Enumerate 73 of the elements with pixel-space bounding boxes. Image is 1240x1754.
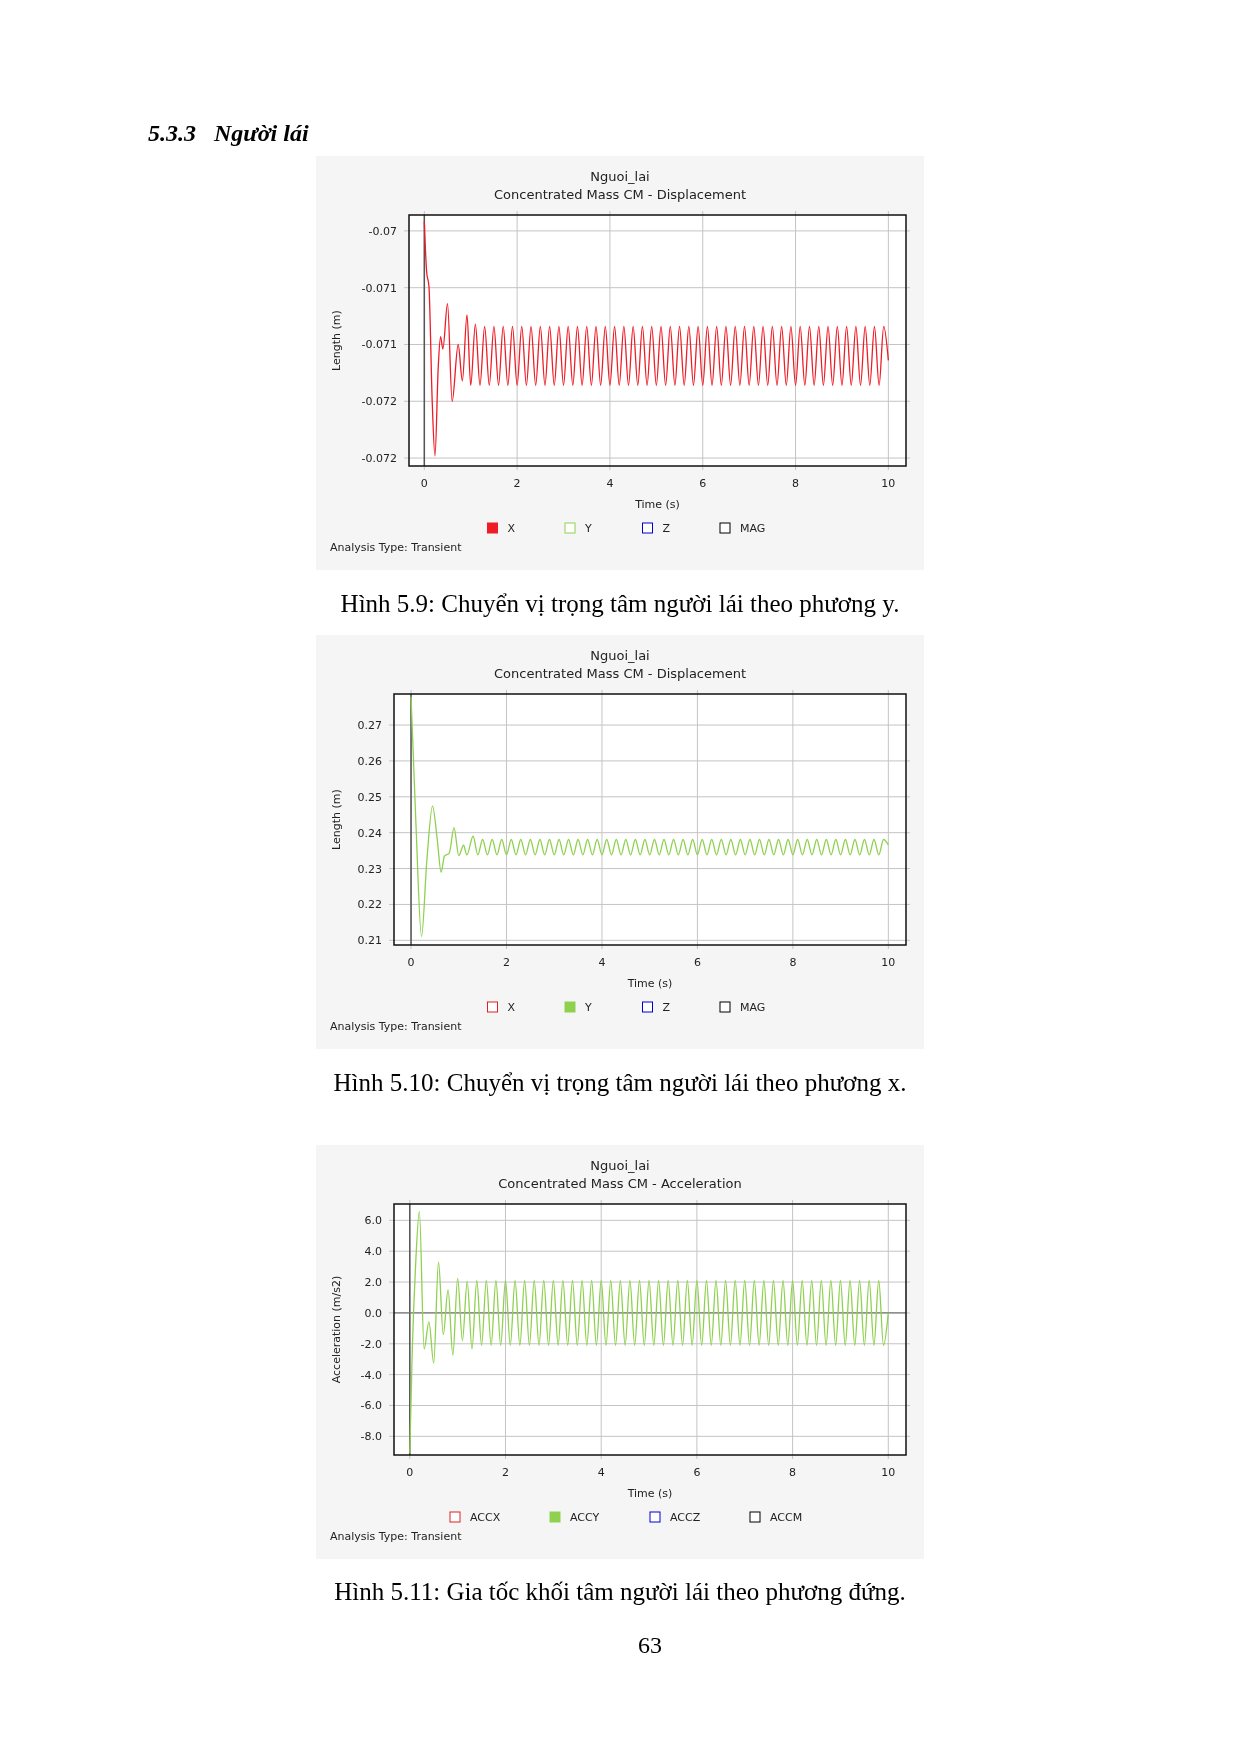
chart-title: Nguoi_lai xyxy=(590,648,650,663)
y-axis-title: Acceleration (m/s2) xyxy=(330,1275,343,1384)
y-tick-label: -0.072 xyxy=(361,395,397,409)
x-tick-label: 8 xyxy=(792,477,800,490)
line-series xyxy=(409,1210,889,1454)
x-tick-label: 8 xyxy=(789,1466,797,1479)
legend-label: MAG xyxy=(740,522,766,535)
y-axis-title: Length (m) xyxy=(330,789,343,850)
legend-label: ACCM xyxy=(770,1511,803,1524)
y-tick-label: 0.23 xyxy=(357,862,382,876)
y-tick-label: 0.21 xyxy=(357,934,382,948)
x-tick-label: 2 xyxy=(503,956,510,969)
y-tick-label: 0.22 xyxy=(357,898,382,912)
y-tick-label: 2.0 xyxy=(364,1276,382,1290)
y-tick-label: 0.0 xyxy=(364,1306,382,1320)
legend-label: Z xyxy=(662,1001,671,1014)
legend-label: ACCY xyxy=(570,1511,600,1524)
text: Hình 5.10: Chuyển vị trọng tâm người lái theo phương x. xyxy=(333,1069,907,1096)
legend-label: Y xyxy=(584,522,592,535)
x-tick-label: 4 xyxy=(606,477,614,490)
y-tick-label: 6.0 xyxy=(364,1214,382,1228)
chart-subtitle: Concentrated Mass CM - Acceleration xyxy=(498,1176,742,1191)
legend-label: MAG xyxy=(740,1001,766,1014)
chart-title: Nguoi_lai xyxy=(590,1158,650,1173)
line-series xyxy=(423,221,890,457)
x-tick-label: 6 xyxy=(693,956,701,969)
text: 63 xyxy=(638,1632,662,1658)
legend-label: Z xyxy=(662,522,671,535)
legend-label: X xyxy=(507,522,516,535)
y-tick-label: -2.0 xyxy=(360,1337,382,1351)
y-tick-label: 0.26 xyxy=(357,754,382,768)
x-axis-title: Time (s) xyxy=(626,977,673,990)
x-tick-label: 6 xyxy=(693,1466,701,1479)
legend-label: ACCZ xyxy=(670,1511,701,1524)
y-tick-label: 4.0 xyxy=(364,1245,382,1259)
text: Analysis Type: Transient xyxy=(330,1020,463,1033)
text: Analysis Type: Transient xyxy=(330,1530,463,1543)
x-axis-title: Time (s) xyxy=(634,498,680,511)
y-tick-label: -4.0 xyxy=(360,1368,382,1382)
x-axis-title: Time (s) xyxy=(626,1487,673,1500)
y-tick-label: -6.0 xyxy=(360,1399,382,1413)
x-tick-label: 6 xyxy=(699,477,707,490)
y-tick-label: -0.072 xyxy=(361,452,397,466)
y-tick-label: 0.27 xyxy=(357,719,382,733)
x-tick-label: 10 xyxy=(881,477,896,490)
x-tick-label: 4 xyxy=(597,1466,605,1479)
x-tick-label: 0 xyxy=(406,1466,414,1479)
text: Hình 5.9: Chuyển vị trọng tâm người lái theo phương y. xyxy=(340,590,900,617)
x-tick-label: 2 xyxy=(513,477,521,490)
chart-subtitle: Concentrated Mass CM - Displacement xyxy=(493,187,747,202)
x-tick-label: 10 xyxy=(881,1466,896,1479)
legend-label: X xyxy=(507,1001,516,1014)
x-tick-label: 4 xyxy=(598,956,606,969)
legend-label: ACCX xyxy=(470,1511,501,1524)
text: 5.3.3 Người lái xyxy=(148,120,309,146)
text: Hình 5.11: Gia tốc khối tâm người lái theo phương đứng. xyxy=(334,1578,906,1605)
line-series xyxy=(410,696,889,938)
y-tick-label: 0.25 xyxy=(357,790,382,804)
y-tick-label: -8.0 xyxy=(360,1430,382,1444)
y-tick-label: -0.071 xyxy=(361,338,397,352)
y-tick-label: -0.07 xyxy=(368,224,397,238)
chart-subtitle: Concentrated Mass CM - Displacement xyxy=(493,666,747,681)
y-tick-label: 0.24 xyxy=(357,826,382,840)
x-tick-label: 8 xyxy=(789,956,797,969)
text: Analysis Type: Transient xyxy=(330,541,463,554)
chart-title: Nguoi_lai xyxy=(590,169,650,184)
x-tick-label: 2 xyxy=(501,1466,509,1479)
x-tick-label: 0 xyxy=(407,956,415,969)
legend-label: Y xyxy=(584,1001,592,1014)
x-tick-label: 0 xyxy=(420,477,428,490)
y-axis-title: Length (m) xyxy=(330,310,343,371)
y-tick-label: -0.071 xyxy=(361,281,397,295)
x-tick-label: 10 xyxy=(881,956,896,969)
